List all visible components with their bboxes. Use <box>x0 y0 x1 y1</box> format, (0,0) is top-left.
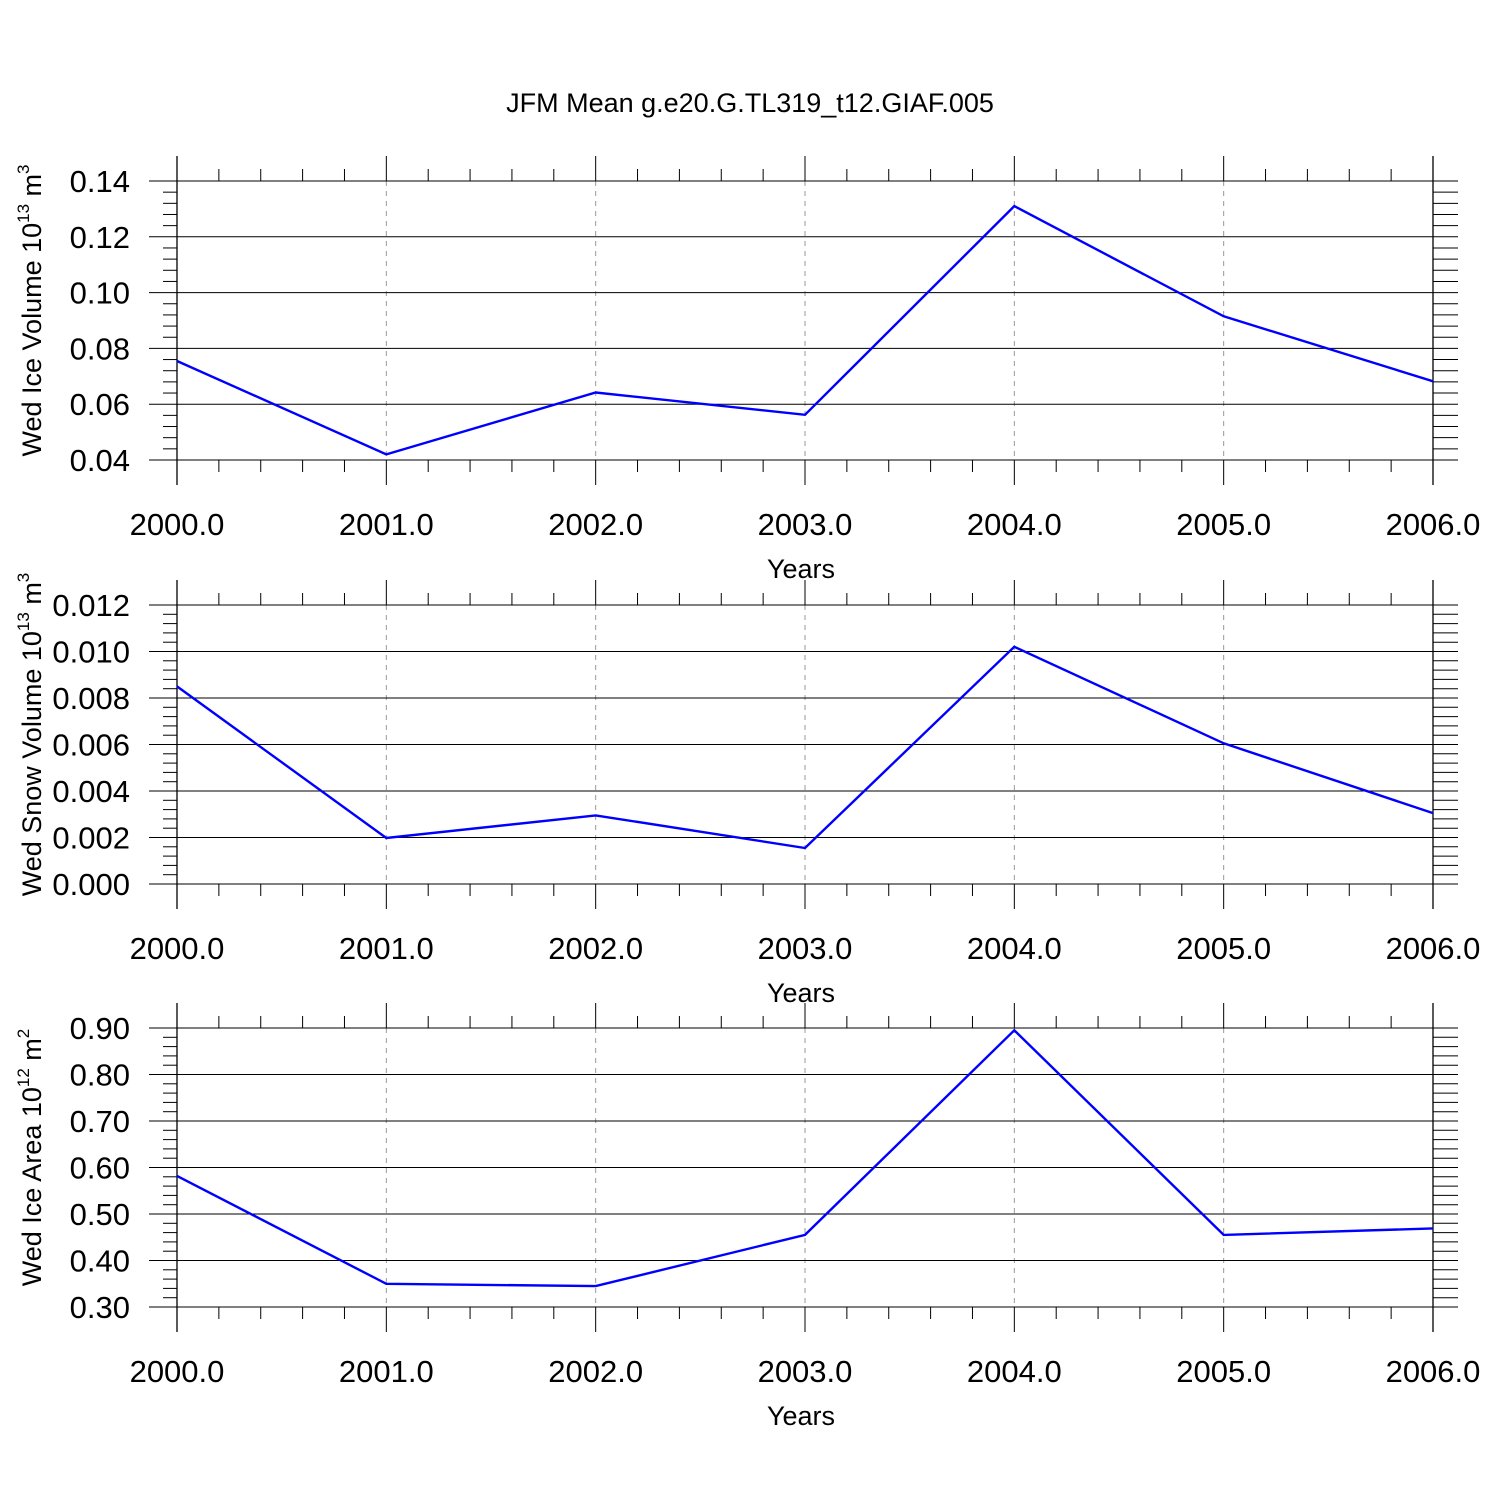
x-axis-label: Years <box>767 1401 835 1431</box>
y-tick-label: 0.08 <box>70 331 130 366</box>
series-line <box>176 645 1434 850</box>
series-line <box>176 1028 1434 1288</box>
y-tick-label: 0.002 <box>52 821 130 856</box>
x-tick-label: 2000.0 <box>130 507 225 542</box>
y-axis-label: Wed Snow Volume 1013 m3 <box>14 573 47 897</box>
chart-title: JFM Mean g.e20.G.TL319_t12.GIAF.005 <box>506 88 994 118</box>
y-axis-label-unit-exp: 2 <box>14 1029 33 1038</box>
x-tick-label: 2005.0 <box>1176 931 1271 966</box>
y-axis-label-unit-exp: 3 <box>14 164 33 173</box>
x-tick-label: 2003.0 <box>758 931 853 966</box>
x-axis-label: Years <box>767 978 835 1008</box>
y-axis-label-unit-exp: 3 <box>14 573 33 582</box>
y-tick-label: 0.06 <box>70 387 130 422</box>
y-tick-label: 0.70 <box>70 1104 130 1139</box>
panel-2: 0.000 0.002 0.004 0.006 0.008 0.010 0.012 2000.… <box>14 573 1480 1008</box>
x-tick-label: 2003.0 <box>758 1354 853 1389</box>
x-tick-label: 2006.0 <box>1386 931 1481 966</box>
y-axis-label-exp: 12 <box>14 1068 33 1087</box>
y-axis-label-exp: 13 <box>14 612 33 631</box>
y-axis-label-base: Wed Ice Area 10 <box>17 1087 47 1286</box>
x-tick-label: 2000.0 <box>130 1354 225 1389</box>
x-tick-label: 2006.0 <box>1386 1354 1481 1389</box>
x-tick-label: 2001.0 <box>339 931 434 966</box>
y-tick-label: 0.010 <box>52 635 130 670</box>
x-tick-label: 2002.0 <box>548 931 643 966</box>
y-axis-label-base: Wed Ice Volume 10 <box>17 223 47 457</box>
x-tick-label: 2002.0 <box>548 1354 643 1389</box>
y-tick-label: 0.30 <box>70 1290 130 1325</box>
x-tick-label: 2001.0 <box>339 1354 434 1389</box>
y-tick-label: 0.004 <box>52 774 130 809</box>
x-tick-label: 2002.0 <box>548 507 643 542</box>
y-axis-label: Wed Ice Volume 1013 m3 <box>14 164 47 456</box>
y-tick-label: 0.04 <box>70 443 130 478</box>
x-tick-label: 2004.0 <box>967 1354 1062 1389</box>
x-tick-label: 2005.0 <box>1176 507 1271 542</box>
x-tick-label: 2003.0 <box>758 507 853 542</box>
y-tick-label: 0.12 <box>70 220 130 255</box>
x-tick-label: 2005.0 <box>1176 1354 1271 1389</box>
panel-1: 0.04 0.06 0.08 0.10 0.12 0.14 2000.0 2001.0 2002… <box>14 156 1480 584</box>
panel-3: 0.30 0.40 0.50 0.60 0.70 0.80 0.90 2000.0 2001.0… <box>14 1003 1480 1431</box>
x-axis-label: Years <box>767 554 835 584</box>
x-tick-label: 2006.0 <box>1386 507 1481 542</box>
y-tick-label: 0.40 <box>70 1244 130 1279</box>
y-tick-label: 0.80 <box>70 1058 130 1093</box>
x-tick-label: 2004.0 <box>967 507 1062 542</box>
y-tick-label: 0.14 <box>70 164 130 199</box>
y-axis-label-unit: m <box>17 1038 47 1068</box>
x-tick-label: 2001.0 <box>339 507 434 542</box>
y-tick-label: 0.60 <box>70 1151 130 1186</box>
y-axis-label-unit: m <box>17 174 47 204</box>
y-tick-label: 0.012 <box>52 588 130 623</box>
y-axis-label-unit: m <box>17 582 47 612</box>
y-tick-label: 0.000 <box>52 867 130 902</box>
y-tick-label: 0.10 <box>70 276 130 311</box>
y-tick-label: 0.90 <box>70 1011 130 1046</box>
x-tick-label: 2000.0 <box>130 931 225 966</box>
y-axis-label-exp: 13 <box>14 204 33 223</box>
x-tick-label: 2004.0 <box>967 931 1062 966</box>
y-tick-label: 0.006 <box>52 728 130 763</box>
y-tick-label: 0.50 <box>70 1197 130 1232</box>
y-axis-label: Wed Ice Area 1012 m2 <box>14 1029 47 1287</box>
y-tick-label: 0.008 <box>52 681 130 716</box>
y-axis-label-base: Wed Snow Volume 10 <box>17 631 47 896</box>
